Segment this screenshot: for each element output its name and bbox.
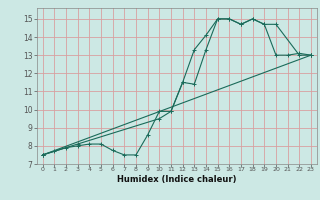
X-axis label: Humidex (Indice chaleur): Humidex (Indice chaleur) bbox=[117, 175, 236, 184]
